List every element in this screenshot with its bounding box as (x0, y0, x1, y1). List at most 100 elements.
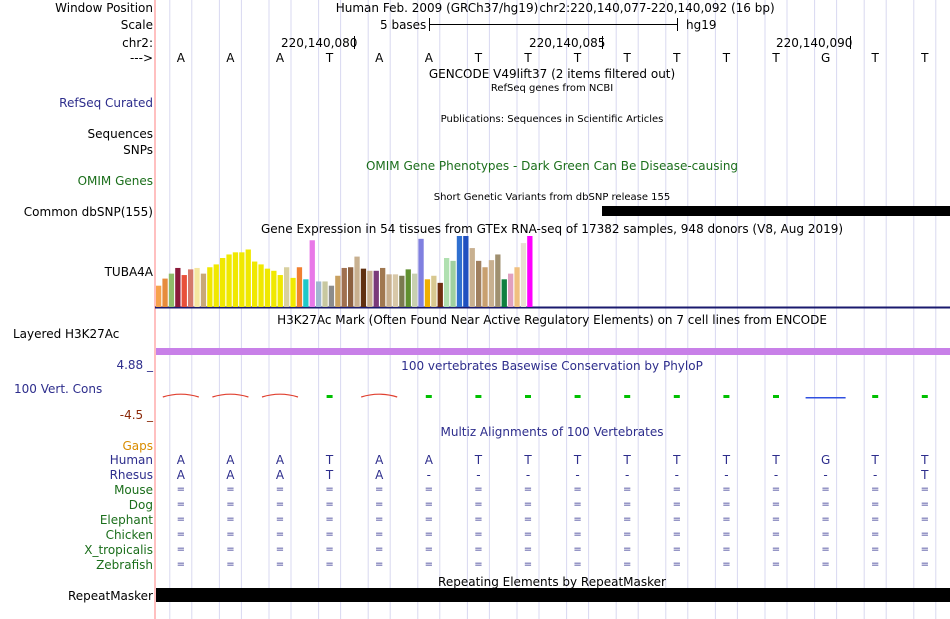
gtex-tissue-bar[interactable] (437, 282, 443, 307)
conservation-mark[interactable] (475, 395, 482, 398)
gtex-tissue-bar[interactable] (200, 273, 207, 307)
species-label[interactable]: Zebrafish (96, 558, 153, 572)
gtex-tissue-bar[interactable] (444, 258, 450, 307)
snps-track-label[interactable]: SNPs (123, 143, 153, 157)
gtex-tissue-bar[interactable] (175, 267, 181, 307)
gtex-tissue-bar[interactable] (367, 270, 373, 307)
gtex-tissue-bar[interactable] (239, 252, 245, 307)
refseq-track-label[interactable]: RefSeq Curated (59, 96, 153, 110)
gtex-tissue-bar[interactable] (309, 240, 315, 307)
gtex-track-title[interactable]: Gene Expression in 54 tissues from GTEx … (260, 222, 844, 236)
gtex-tissue-bar[interactable] (520, 243, 527, 307)
gtex-tissue-bar[interactable] (373, 270, 379, 307)
gtex-tissue-bar[interactable] (188, 269, 194, 307)
conservation-peak[interactable] (361, 393, 398, 398)
gtex-tissue-bar[interactable] (220, 258, 226, 307)
conservation-dip[interactable] (805, 397, 846, 399)
conservation-mark[interactable] (326, 395, 333, 398)
gtex-tissue-bar[interactable] (226, 254, 232, 307)
gtex-tissue-bar[interactable] (322, 281, 328, 307)
gtex-tissue-bar[interactable] (463, 236, 469, 307)
gtex-tissue-bar[interactable] (495, 254, 501, 307)
gtex-tissue-bar[interactable] (405, 269, 411, 307)
gtex-tissue-bar[interactable] (335, 275, 341, 307)
gtex-tissue-bar[interactable] (354, 256, 360, 307)
gtex-tissue-bar[interactable] (328, 285, 335, 307)
conservation-mark[interactable] (921, 395, 928, 398)
conservation-peak[interactable] (212, 393, 249, 398)
position-readout[interactable]: chr2:220,140,077-220,140,092 (16 bp) (539, 1, 775, 15)
gtex-tissue-bar[interactable] (418, 238, 424, 307)
gtex-tissue-bar[interactable] (316, 281, 322, 307)
species-label[interactable]: Chicken (105, 528, 153, 542)
gtex-tissue-bar[interactable] (271, 270, 277, 307)
conservation-track-label[interactable]: 100 Vert. Cons (14, 382, 103, 396)
repeatmasker-track-title[interactable]: Repeating Elements by RepeatMasker (438, 575, 666, 589)
conservation-mark[interactable] (574, 395, 581, 398)
gtex-tissue-bar[interactable] (303, 279, 309, 307)
conservation-track-title[interactable]: 100 vertebrates Basewise Conservation by… (401, 359, 703, 373)
gtex-tissue-bar[interactable] (284, 267, 290, 307)
gtex-tissue-bar[interactable] (450, 260, 456, 307)
gtex-tissue-bar[interactable] (290, 277, 296, 307)
gtex-tissue-bar[interactable] (501, 279, 507, 307)
repeatmasker-track-label[interactable]: RepeatMasker (67, 589, 153, 603)
dbsnp-feature-bar[interactable] (602, 206, 950, 216)
gtex-tissue-bar[interactable] (181, 275, 187, 307)
omim-track-label[interactable]: OMIM Genes (77, 174, 153, 188)
gtex-tissue-bar[interactable] (194, 267, 200, 307)
publications-track-title[interactable]: Publications: Sequences in Scientific Ar… (440, 114, 664, 125)
gtex-tissue-bar[interactable] (360, 268, 367, 307)
gtex-tissue-bar[interactable] (252, 261, 258, 307)
species-label[interactable]: Elephant (99, 513, 153, 527)
species-label[interactable]: X_tropicalis (84, 543, 153, 557)
gtex-tissue-bar[interactable] (296, 267, 303, 307)
gtex-tissue-bar[interactable] (168, 273, 175, 307)
gtex-tissue-bar[interactable] (258, 264, 264, 307)
gtex-tissue-bar[interactable] (412, 273, 418, 307)
conservation-mark[interactable] (773, 395, 779, 398)
conservation-mark[interactable] (673, 395, 680, 398)
gtex-tissue-bar[interactable] (232, 252, 239, 307)
gtex-tissue-bar[interactable] (341, 267, 347, 307)
gtex-tissue-bar[interactable] (527, 236, 533, 307)
species-label[interactable]: Mouse (114, 483, 153, 497)
repeatmasker-feature-bar[interactable] (156, 588, 950, 602)
gtex-tissue-bar[interactable] (456, 236, 463, 307)
species-label[interactable]: Human (109, 453, 153, 467)
gaps-label[interactable]: Gaps (122, 439, 153, 453)
gencode-track-title[interactable]: GENCODE V49lift37 (2 items filtered out) (428, 67, 676, 81)
gtex-tissue-bar[interactable] (431, 275, 437, 307)
gtex-tissue-bar[interactable] (156, 285, 162, 307)
assembly-title[interactable]: Human Feb. 2009 (GRCh37/hg19) (335, 1, 539, 15)
conservation-mark[interactable] (425, 395, 432, 398)
gtex-tissue-bar[interactable] (476, 260, 482, 307)
h3k27ac-signal-bar[interactable] (156, 348, 950, 355)
gtex-tissue-bar[interactable] (514, 267, 520, 307)
gtex-tissue-bar[interactable] (469, 248, 475, 307)
gtex-tissue-bar[interactable] (424, 279, 431, 307)
gtex-tissue-bar[interactable] (245, 249, 251, 307)
gtex-tissue-bar[interactable] (348, 267, 354, 307)
multiz-track-title[interactable]: Multiz Alignments of 100 Vertebrates (440, 425, 664, 439)
gtex-tissue-bar[interactable] (508, 273, 514, 307)
h3k27ac-track-title[interactable]: H3K27Ac Mark (Often Found Near Active Re… (277, 313, 827, 327)
omim-track-title[interactable]: OMIM Gene Phenotypes - Dark Green Can Be… (365, 159, 739, 173)
conservation-peak[interactable] (162, 393, 199, 398)
conservation-mark[interactable] (872, 395, 879, 398)
species-label[interactable]: Dog (128, 498, 153, 512)
refseq-track-subtitle[interactable]: RefSeq genes from NCBI (490, 83, 614, 94)
conservation-mark[interactable] (525, 395, 531, 398)
gtex-tissue-bar[interactable] (277, 275, 283, 307)
gtex-bar-group[interactable] (156, 236, 533, 307)
gtex-tissue-bar[interactable] (264, 268, 271, 307)
gtex-tissue-bar[interactable] (482, 267, 488, 307)
gtex-gene-label[interactable]: TUBA4A (104, 265, 153, 279)
gtex-tissue-bar[interactable] (380, 267, 386, 307)
gtex-tissue-bar[interactable] (162, 278, 168, 307)
gtex-tissue-bar[interactable] (386, 274, 392, 307)
conservation-peak[interactable] (261, 393, 299, 398)
species-label[interactable]: Rhesus (109, 468, 153, 482)
h3k27ac-track-label[interactable]: Layered H3K27Ac (13, 327, 120, 341)
gtex-tissue-bar[interactable] (399, 275, 405, 307)
